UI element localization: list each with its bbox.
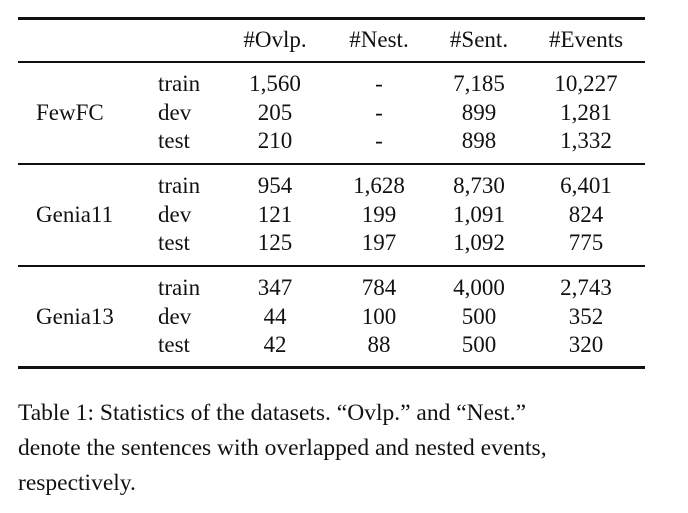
sent-value: 1,091 [453, 202, 505, 227]
caption-line-3: respectively. [18, 470, 136, 496]
events-value: 320 [568, 332, 604, 357]
split-label: train [158, 71, 201, 96]
dataset-label: FewFC [36, 100, 104, 125]
split-label: train [158, 173, 201, 198]
ovlp-value: 205 [257, 100, 293, 125]
nest-value: - [375, 100, 383, 125]
events-value: 775 [568, 230, 604, 255]
nest-value: - [375, 71, 383, 96]
events-value: 1,281 [560, 100, 612, 125]
sent-value: 1,092 [453, 230, 505, 255]
sent-value: 898 [461, 128, 497, 153]
split-label: test [158, 128, 190, 153]
nest-value: - [375, 128, 383, 153]
table-header-rule [18, 61, 645, 63]
sent-value: 500 [461, 304, 497, 329]
table-group-rule-2 [18, 265, 645, 267]
header-sent: #Sent. [449, 27, 509, 52]
split-label: dev [158, 304, 192, 329]
caption-line-2: denote the sentences with overlapped and… [18, 435, 547, 461]
ovlp-value: 954 [257, 173, 293, 198]
sent-value: 7,185 [453, 71, 505, 96]
ovlp-value: 210 [257, 128, 293, 153]
split-label: dev [158, 100, 192, 125]
nest-value: 88 [367, 332, 391, 357]
header-nest: #Nest. [349, 27, 409, 52]
sent-value: 4,000 [453, 275, 505, 300]
nest-value: 100 [361, 304, 397, 329]
table-group-rule-1 [18, 163, 645, 165]
header-ovlp: #Ovlp. [243, 27, 307, 52]
sent-value: 899 [461, 100, 497, 125]
nest-value: 197 [361, 230, 397, 255]
ovlp-value: 42 [263, 332, 287, 357]
dataset-label: Genia11 [36, 202, 114, 227]
split-label: train [158, 275, 201, 300]
events-value: 352 [568, 304, 604, 329]
caption-line-1: Table 1: Statistics of the datasets. “Ov… [18, 400, 527, 426]
nest-value: 1,628 [353, 173, 405, 198]
split-label: dev [158, 202, 192, 227]
events-value: 1,332 [560, 128, 612, 153]
header-events: #Events [548, 27, 624, 52]
table-top-rule [18, 17, 645, 20]
sent-value: 8,730 [453, 173, 505, 198]
ovlp-value: 44 [263, 304, 287, 329]
sent-value: 500 [461, 332, 497, 357]
nest-value: 784 [361, 275, 397, 300]
ovlp-value: 1,560 [249, 71, 301, 96]
table-bottom-rule [18, 366, 645, 369]
nest-value: 199 [361, 202, 397, 227]
events-value: 6,401 [560, 173, 612, 198]
ovlp-value: 121 [257, 202, 293, 227]
events-value: 10,227 [554, 71, 618, 96]
ovlp-value: 347 [257, 275, 293, 300]
table-caption: Table 1: Statistics of the datasets. “Ov… [18, 396, 658, 501]
split-label: test [158, 332, 190, 357]
split-label: test [158, 230, 190, 255]
events-value: 2,743 [560, 275, 612, 300]
events-value: 824 [568, 202, 604, 227]
dataset-label: Genia13 [36, 304, 114, 329]
ovlp-value: 125 [257, 230, 293, 255]
